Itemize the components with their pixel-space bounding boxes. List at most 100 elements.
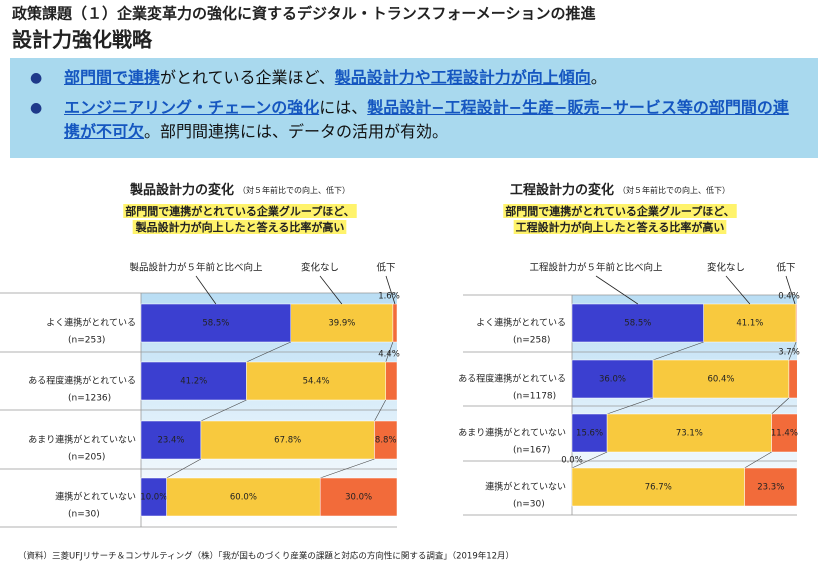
value-label: 11.4% (771, 429, 798, 439)
sample-size: (n=1178) (513, 392, 556, 402)
page-title: 政策課題（１）企業変革力の強化に資するデジタル・トランスフォーメーションの推進 (12, 5, 597, 23)
bullet-text: エンジニアリング・チェーンの強化 (64, 98, 320, 117)
bar-segment (385, 361, 398, 401)
chart-title-text: 製品設計力の変化 (129, 182, 234, 198)
annotation-highlight (123, 204, 357, 218)
category-label: 連携がとれていない (485, 481, 566, 493)
category-label: あまり連携がとれていない (28, 434, 136, 446)
leader-line (195, 275, 217, 305)
annotation: 部門間で連携がとれている企業グループほど、 (125, 204, 354, 218)
value-label: 58.5% (624, 319, 651, 329)
bullet-text: 。 (590, 68, 607, 87)
value-label: 3.7% (778, 348, 800, 358)
value-label: 15.6% (576, 429, 603, 439)
annotation-highlight (132, 220, 347, 234)
value-label: 67.8% (274, 436, 301, 446)
bar-segment (140, 361, 247, 401)
value-label: 1.6% (378, 292, 400, 302)
bar-segment (795, 303, 798, 343)
leader-line (319, 275, 343, 305)
connector-line (788, 341, 797, 361)
value-label: 41.1% (736, 319, 763, 329)
legend-label: 変化なし (301, 262, 339, 274)
connector-line (652, 341, 704, 361)
chart-title-text: 工程設計力の変化 (510, 182, 614, 198)
bar-segment (200, 420, 375, 460)
value-label: 0.0% (561, 456, 583, 466)
value-label: 60.4% (707, 375, 734, 385)
category-label: あまり連携がとれていない (458, 427, 566, 439)
bullet-text: 部門間で連携 (64, 68, 161, 87)
value-label: 58.5% (202, 319, 229, 329)
sample-size: (n=205) (68, 453, 105, 463)
sample-size: (n=253) (68, 336, 105, 346)
bar-segment (140, 303, 292, 343)
value-label: 54.4% (303, 377, 330, 387)
bullet-text: には、 (319, 98, 368, 117)
bar-segment (652, 359, 790, 399)
leader-line (725, 275, 751, 305)
value-label: 36.0% (599, 375, 626, 385)
legend-label: 製品設計力が５年前と比べ向上 (129, 262, 263, 274)
category-label: よく連携がとれている (46, 317, 136, 329)
legend-label: 変化なし (707, 262, 745, 274)
category-label: ある程度連携がとれている (458, 373, 566, 385)
summary-box: ● 部門間で連携がとれている企業ほど、製品設計力や工程設計力が向上傾向。 ● エ… (10, 58, 818, 158)
bullet-text: がとれている企業ほど、 (160, 68, 335, 87)
connector-line (571, 451, 608, 469)
value-label: 73.1% (676, 429, 703, 439)
bullet-text: 。部門間連携には、データの活用が有効。 (144, 122, 449, 141)
bar-segment (140, 420, 202, 460)
sample-size: (n=1236) (68, 394, 111, 404)
bar-segment (140, 477, 167, 517)
chart-subtitle: （対５年前比での向上、低下） (618, 185, 730, 195)
value-label: 76.7% (645, 483, 672, 493)
value-label: 23.4% (157, 436, 184, 446)
bar-segment (166, 477, 321, 517)
annotation-highlight (513, 220, 727, 234)
connector-line (246, 341, 291, 363)
sample-size: (n=258) (513, 336, 550, 346)
connector-line (374, 399, 387, 422)
bar-segment (606, 413, 772, 453)
connector-line (385, 341, 394, 363)
chart-title: 工程設計力の変化 （対５年前比での向上、低下） (510, 182, 730, 198)
annotation: 製品設計力が向上したと答える比率が高い (135, 220, 345, 234)
bullet-text: 製品設計力や工程設計力が向上傾向 (334, 68, 591, 87)
leader-line (595, 275, 639, 305)
value-label: 30.0% (345, 493, 372, 503)
legend-label: 低下 (376, 262, 395, 274)
value-label: 23.3% (757, 483, 784, 493)
value-label: 4.4% (378, 350, 400, 360)
chart-title: 製品設計力の変化 （対５年前比での向上、低下） (129, 182, 350, 198)
connector-line (166, 458, 202, 479)
bar-segment (771, 413, 798, 453)
category-label: ある程度連携がとれている (28, 375, 136, 387)
connector-line (744, 451, 772, 469)
bar-segment (571, 303, 704, 343)
page-subtitle: 設計力強化戦略 (12, 28, 153, 52)
bar-segment (246, 361, 386, 401)
bar-segment (703, 303, 797, 343)
bar-segment (744, 467, 798, 507)
annotation-highlight (503, 204, 737, 218)
bullet-text: 製品設計−工程設計−生産−販売−サービス等の部門間の連携が不可欠 (64, 98, 789, 141)
value-label: 41.2% (180, 377, 207, 387)
legend-label: 工程設計力が５年前と比べ向上 (529, 262, 663, 274)
leader-line (785, 275, 796, 305)
value-label: 10.0% (140, 493, 167, 503)
bar-segment (788, 359, 798, 399)
category-label: よく連携がとれている (476, 317, 566, 329)
annotation: 工程設計力が向上したと答える比率が高い (516, 220, 725, 234)
bar-segment (571, 467, 745, 507)
chart-subtitle: （対５年前比での向上、低下） (238, 185, 350, 195)
sample-size: (n=30) (68, 510, 100, 520)
bar-segment (392, 303, 398, 343)
connector-line (320, 458, 375, 479)
bar-segment (290, 303, 394, 343)
connector-line (607, 397, 654, 415)
value-label: 39.9% (328, 319, 355, 329)
source: （資料）三菱UFJリサーチ＆コンサルティング（株）「我が国ものづくり産業の課題と… (18, 551, 514, 562)
connector-line (771, 397, 790, 415)
